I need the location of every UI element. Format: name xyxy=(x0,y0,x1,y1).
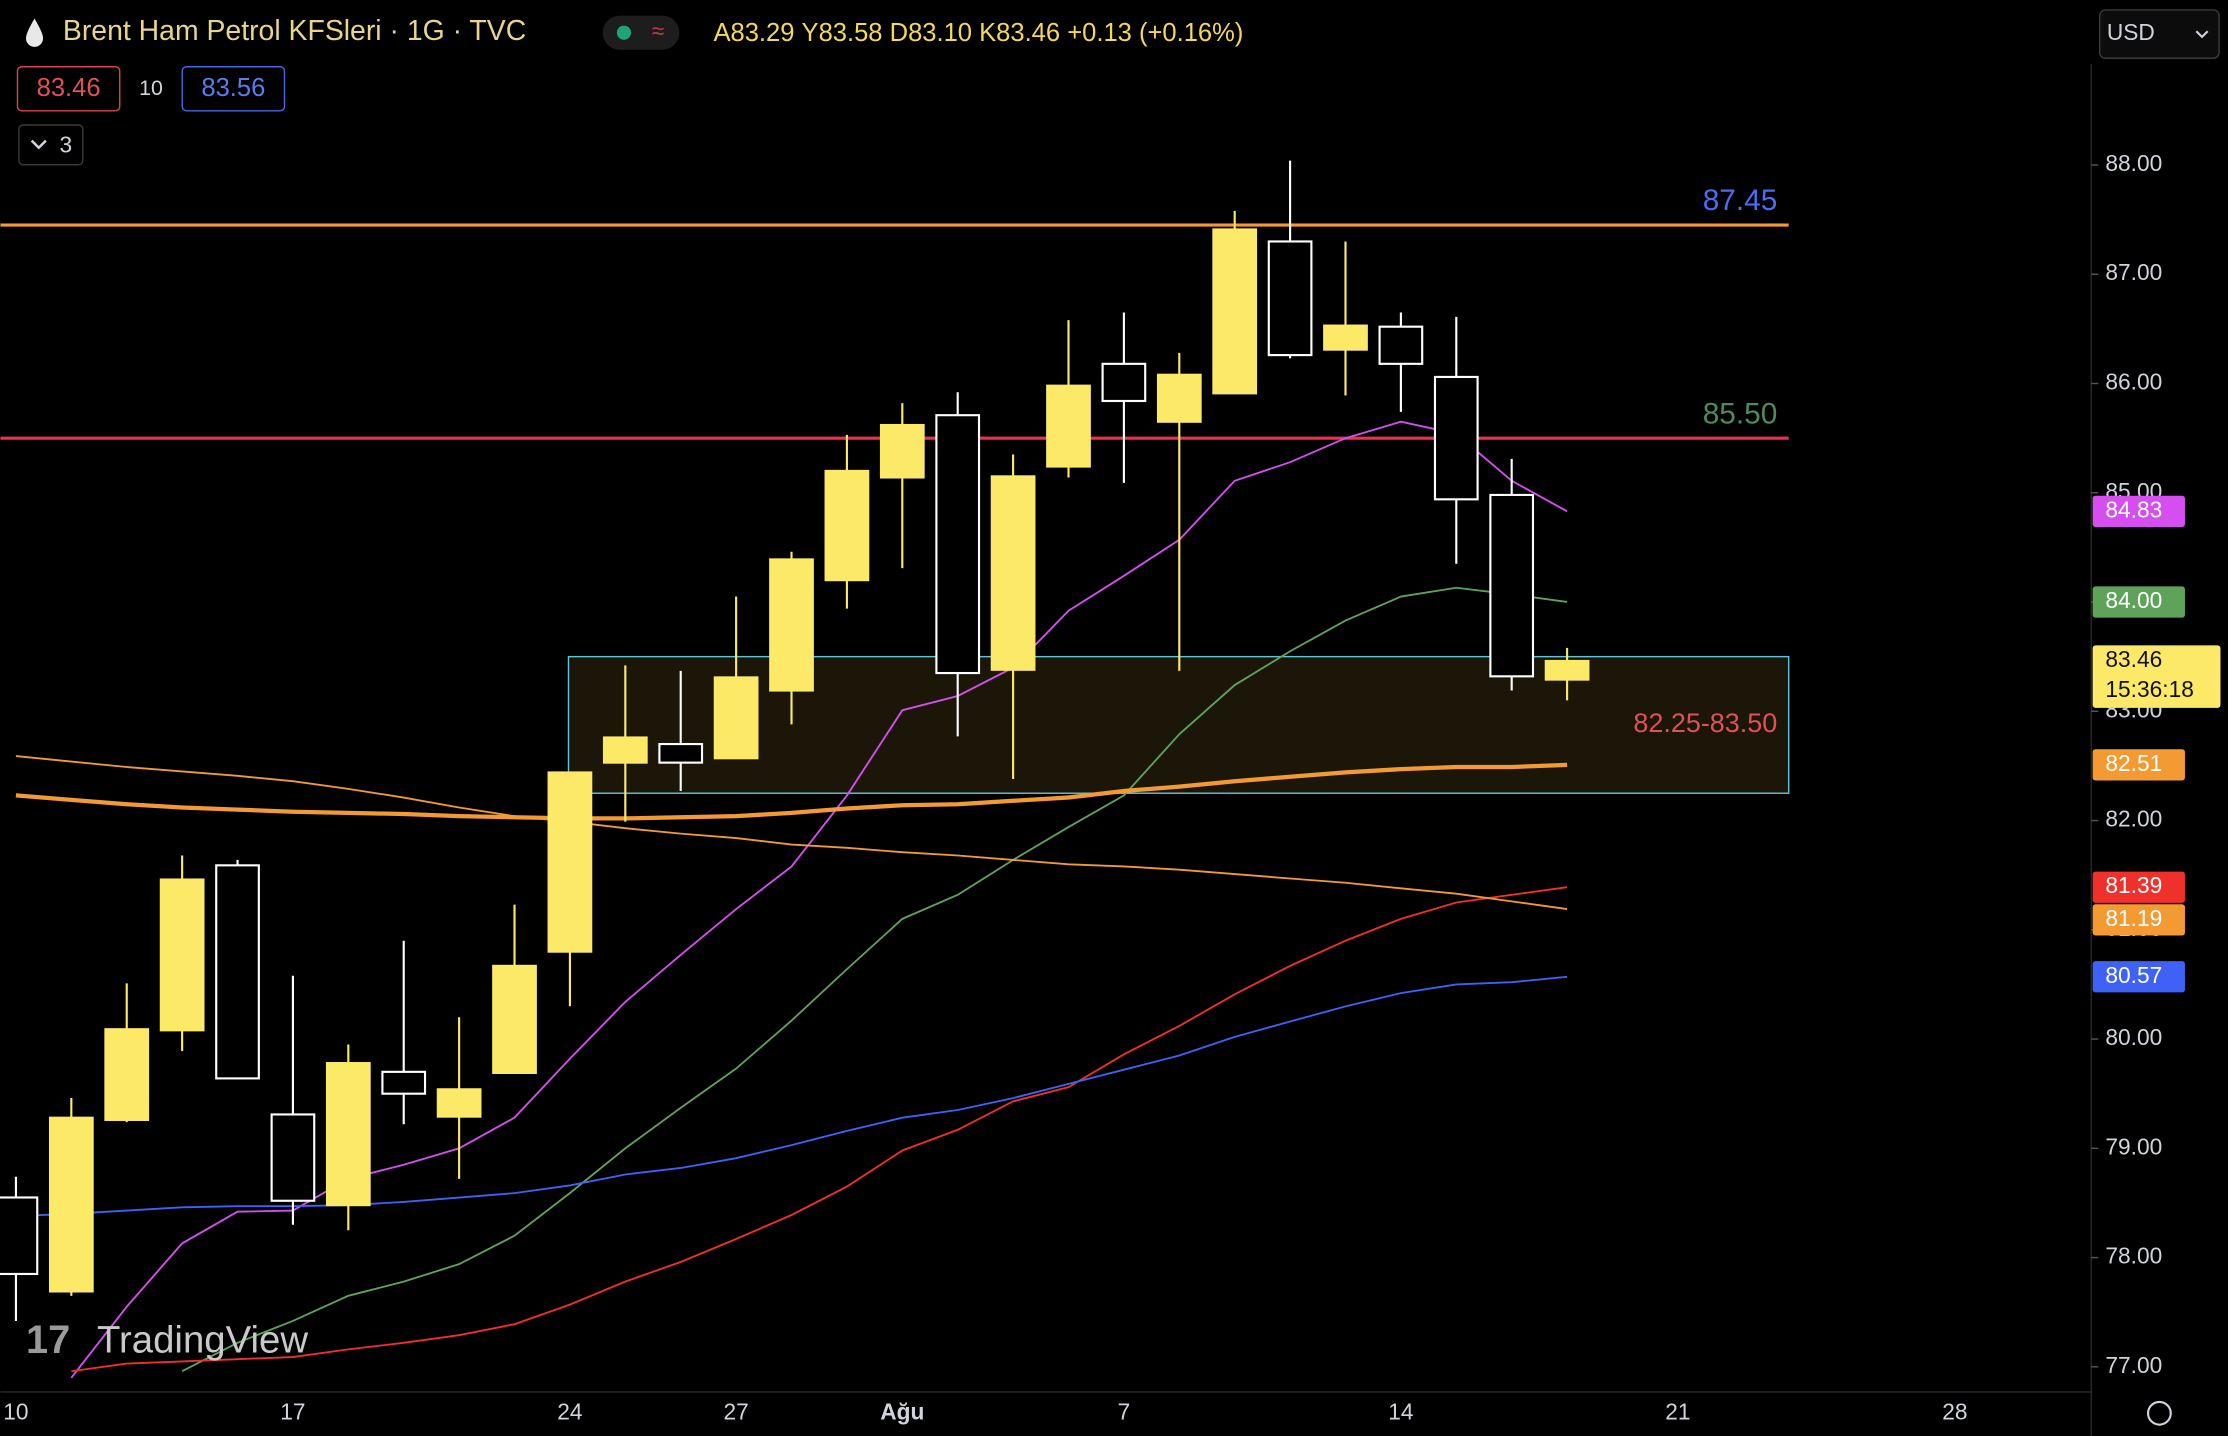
level-label: 85.50 xyxy=(1703,397,1778,430)
currency-select[interactable] xyxy=(2099,9,2220,59)
status-pill xyxy=(602,15,680,50)
y-tick-label: 77.00 xyxy=(2105,1352,2162,1378)
y-tick-label: 87.00 xyxy=(2105,259,2162,285)
candle-body xyxy=(547,771,593,953)
candle-body xyxy=(602,736,648,764)
candle-body xyxy=(990,475,1036,671)
sell-price[interactable]: 83.46 xyxy=(37,74,101,102)
chevron xyxy=(30,139,47,150)
title: Brent Ham Petrol KFSleri · 1G · TVC xyxy=(63,15,526,47)
change: +0.13 (+0.16%) xyxy=(1067,19,1243,47)
x-tick-label: 10 xyxy=(3,1398,28,1424)
price-badge xyxy=(2092,961,2185,993)
price-badge-label: 80.57 xyxy=(2105,962,2162,988)
status-dot xyxy=(616,25,632,40)
logo-mark: 17 xyxy=(26,1318,70,1362)
y-tick-label: 88.00 xyxy=(2105,150,2162,176)
indicator-line xyxy=(15,755,1568,910)
price-badge xyxy=(2092,586,2185,618)
price-badge-label: 81.19 xyxy=(2105,905,2162,931)
candle-body xyxy=(1544,659,1590,681)
x-tick-label: 27 xyxy=(723,1398,748,1424)
x-tick-label: 7 xyxy=(1118,1398,1131,1424)
candle-body xyxy=(215,864,260,1080)
price-badge xyxy=(2092,904,2185,936)
price-badge xyxy=(2092,749,2185,781)
candle-body xyxy=(1323,324,1368,351)
settings-icon[interactable] xyxy=(2146,1400,2172,1426)
symbol-icon xyxy=(25,18,44,47)
candle-body xyxy=(0,1196,39,1276)
x-tick-label: 28 xyxy=(1942,1398,1967,1424)
plot-area: 10 17 24 27 Ağu 7 14 21 28 82.25-83.50 87.45 85.50 xyxy=(0,160,1968,1424)
candle-body xyxy=(381,1070,427,1095)
ohlc-values: A83.29 Y83.58 D83.10 K83.46 +0.13 (+0.16… xyxy=(713,19,1243,47)
logo: TradingView xyxy=(97,1318,308,1361)
currency[interactable]: USD xyxy=(2107,19,2155,45)
level-label: 87.45 xyxy=(1703,184,1778,217)
dropdown-arrow xyxy=(2195,30,2209,39)
price-axis: 77.0078.0079.0080.0081.0082.0083.0084.00… xyxy=(2091,150,2221,1378)
indicator-line xyxy=(15,975,1568,1218)
candle-body xyxy=(1101,362,1147,403)
ohlc-value: K83.46 xyxy=(979,19,1060,47)
candle-body xyxy=(824,469,870,582)
sell-box[interactable] xyxy=(16,66,121,112)
candle-body xyxy=(879,423,925,479)
status-icon: ≈ xyxy=(652,18,664,44)
zone-label: 82.25-83.50 xyxy=(1633,708,1777,738)
x-tick-label: 21 xyxy=(1665,1398,1690,1424)
buy-price[interactable]: 83.56 xyxy=(201,74,265,102)
price-badge-label: 83.46 xyxy=(2105,646,2162,672)
price-badge-label: 81.39 xyxy=(2105,872,2162,898)
y-tick-label: 78.00 xyxy=(2105,1243,2162,1269)
y-tick-label: 79.00 xyxy=(2105,1133,2162,1159)
spread: 10 xyxy=(139,76,163,100)
candle-body xyxy=(270,1113,316,1202)
candle-body xyxy=(1433,375,1479,501)
ohlc-value: A83.29 xyxy=(713,19,794,47)
price-badge xyxy=(2092,495,2185,527)
x-tick-label: 14 xyxy=(1388,1398,1413,1424)
buy-box[interactable] xyxy=(181,66,286,112)
indicator-line xyxy=(70,420,1568,1379)
candle-body xyxy=(492,964,537,1074)
y-tick-label: 82.00 xyxy=(2105,806,2162,832)
price-badge xyxy=(2092,871,2185,903)
candle-body xyxy=(325,1062,371,1207)
x-tick-label: Ağu xyxy=(880,1398,924,1424)
candle-body xyxy=(1046,384,1091,468)
candle-body xyxy=(1378,325,1424,365)
ohlc-value: D83.10 xyxy=(890,19,972,47)
x-tick-label: 17 xyxy=(280,1398,305,1424)
price-badge-label: 82.51 xyxy=(2105,750,2162,776)
candle-body xyxy=(658,742,704,764)
indicator-line xyxy=(71,886,1568,1373)
candle-body xyxy=(1212,228,1258,395)
collapse-button[interactable] xyxy=(18,124,84,166)
price-badge-label: 84.83 xyxy=(2105,496,2162,522)
candle-body xyxy=(935,414,981,675)
x-tick-label: 24 xyxy=(557,1398,582,1424)
price-badge-label: 84.00 xyxy=(2105,587,2162,613)
y-tick-label: 80.00 xyxy=(2105,1024,2162,1050)
candle-body xyxy=(713,676,759,760)
candle-body xyxy=(104,1028,150,1121)
candle-body xyxy=(436,1088,482,1118)
price-badge xyxy=(2092,645,2221,708)
countdown: 15:36:18 xyxy=(2105,676,2193,702)
y-tick-label: 86.00 xyxy=(2105,369,2162,395)
collapse-count[interactable]: 3 xyxy=(59,131,72,157)
header: Brent Ham Petrol KFSleri · 1G · TVC ≈ A8… xyxy=(16,9,2220,1426)
candle-body xyxy=(1489,493,1535,678)
candle-body xyxy=(1156,373,1202,423)
candle-body xyxy=(159,878,205,1032)
candle-body xyxy=(1267,240,1313,357)
indicator-line xyxy=(15,762,1568,821)
candle-body xyxy=(48,1116,94,1293)
candle-body xyxy=(769,558,814,692)
indicator-line xyxy=(181,586,1568,1373)
ohlc-value: Y83.58 xyxy=(802,19,883,47)
